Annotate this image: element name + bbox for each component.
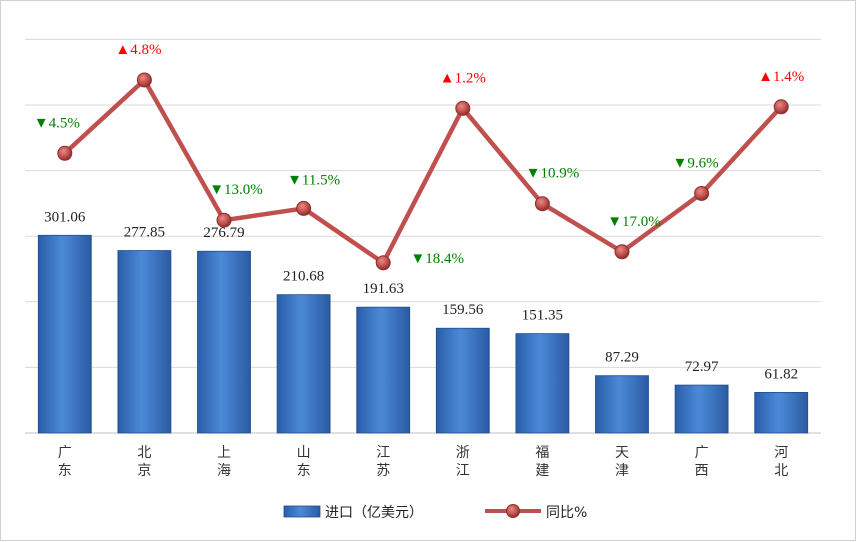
bar-value-label: 277.85 xyxy=(124,225,165,241)
legend-bar-label: 进口（亿美元） xyxy=(325,505,423,521)
bar-value-label: 191.63 xyxy=(363,281,404,297)
bar-天津 xyxy=(595,375,649,434)
yoy-value-label: ▼18.4% xyxy=(410,251,464,267)
legend: 进口（亿美元） 同比% xyxy=(283,504,587,521)
yoy-marker-上海 xyxy=(216,212,232,228)
bar-广西 xyxy=(674,384,729,434)
category-label: 广西 xyxy=(695,445,709,479)
bar-上海 xyxy=(197,250,251,434)
yoy-marker-山东 xyxy=(296,200,312,216)
bar-data-labels: 301.06 277.85 276.79 210.68 191.63 159.56 151.… xyxy=(44,209,798,382)
bar-浙江 xyxy=(435,327,490,434)
bar-河北 xyxy=(754,392,809,434)
yoy-value-label: ▼9.6% xyxy=(673,155,719,171)
line-series xyxy=(57,72,789,271)
category-label: 江苏 xyxy=(376,445,390,479)
yoy-value-label: ▲1.2% xyxy=(440,70,486,86)
bar-value-label: 87.29 xyxy=(605,350,639,366)
yoy-value-label: ▲1.4% xyxy=(758,69,804,85)
line-data-labels: ▼4.5% ▲4.8% ▼13.0% ▼11.5% ▼18.4% ▲1.2% ▼10.9% ▼… xyxy=(34,42,804,267)
yoy-value-label: ▼13.0% xyxy=(209,182,263,198)
legend-line-marker xyxy=(506,504,520,518)
bar-福建 xyxy=(515,333,570,434)
bar-series xyxy=(37,234,809,434)
bar-value-label: 210.68 xyxy=(283,269,324,285)
bar-value-label: 301.06 xyxy=(44,209,86,225)
bar-value-label: 61.82 xyxy=(764,366,798,382)
category-label: 浙江 xyxy=(456,445,470,479)
category-axis-labels: 广东 北京 上海 山东 江苏 浙江 福建 天津 广西 河北 xyxy=(58,445,788,479)
bar-value-label: 151.35 xyxy=(522,308,563,324)
bar-value-label: 276.79 xyxy=(203,225,244,241)
category-label: 北京 xyxy=(137,445,151,479)
yoy-marker-广东 xyxy=(57,145,73,161)
yoy-marker-北京 xyxy=(136,72,152,88)
legend-line-label: 同比% xyxy=(546,505,587,521)
yoy-value-label: ▼10.9% xyxy=(526,166,580,182)
yoy-value-label: ▼4.5% xyxy=(34,115,80,131)
bar-北京 xyxy=(117,250,172,434)
yoy-value-label: ▼11.5% xyxy=(287,172,340,188)
legend-bar-swatch xyxy=(283,505,321,518)
bar-value-label: 159.56 xyxy=(442,302,484,318)
category-label: 广东 xyxy=(58,445,72,479)
yoy-marker-广西 xyxy=(694,185,710,201)
bar-value-label: 72.97 xyxy=(685,359,719,375)
category-label: 上海 xyxy=(217,445,231,479)
yoy-value-label: ▼17.0% xyxy=(607,214,661,230)
bar-广东 xyxy=(37,234,92,434)
yoy-marker-福建 xyxy=(534,196,550,212)
yoy-line xyxy=(63,77,783,266)
category-label: 天津 xyxy=(615,445,629,479)
category-label: 河北 xyxy=(774,445,788,479)
category-label: 山东 xyxy=(297,445,311,479)
bar-江苏 xyxy=(356,306,411,434)
yoy-marker-江苏 xyxy=(375,255,391,271)
category-label: 福建 xyxy=(535,445,549,479)
bar-山东 xyxy=(276,294,331,434)
yoy-marker-天津 xyxy=(614,244,630,260)
yoy-value-label: ▲4.8% xyxy=(115,42,161,58)
yoy-marker-河北 xyxy=(773,99,789,115)
yoy-marker-浙江 xyxy=(455,100,471,116)
